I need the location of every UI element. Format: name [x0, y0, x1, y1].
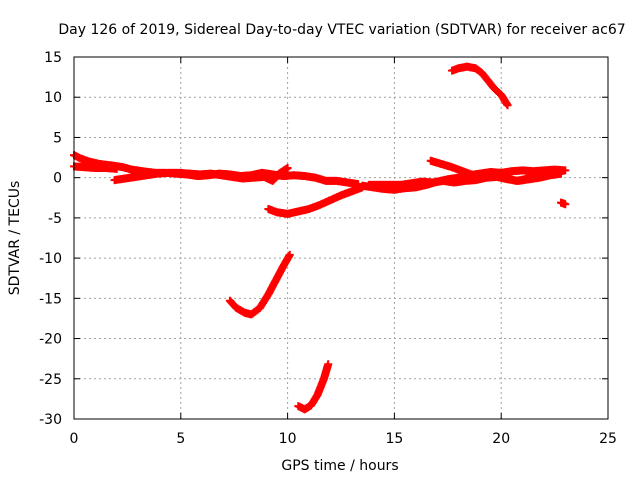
series-dip-arc [264, 183, 367, 218]
x-axis-label: GPS time / hours [281, 458, 398, 474]
series-short-segment [557, 198, 570, 209]
y-tick-label: 0 [53, 171, 62, 187]
data-point [557, 169, 566, 178]
data-point [561, 166, 570, 175]
y-axis-label: SDTVAR / TECUs [7, 181, 23, 296]
data-point [285, 250, 294, 259]
series-main-band-b [70, 162, 121, 173]
y-tick-label: 15 [44, 50, 62, 66]
x-tick-label: 25 [599, 431, 617, 447]
data-point [324, 360, 333, 369]
y-tick-label: -25 [39, 372, 62, 388]
y-tick-label: 10 [44, 90, 62, 106]
y-tick-label: -30 [39, 412, 62, 428]
series-high-arc [448, 62, 512, 110]
x-tick-label: 5 [176, 431, 185, 447]
plot-frame [73, 56, 609, 420]
series-v-arc-15 [225, 250, 294, 319]
y-tick-label: -15 [39, 291, 62, 307]
data-point [561, 200, 570, 209]
y-tick-label: 5 [53, 130, 62, 146]
data-point [503, 101, 512, 110]
x-tick-label: 15 [385, 431, 403, 447]
axis-ticks: 0 5 10 15 20 25 15 10 5 0 -5 -10 -15 -20 -25 -30 [39, 50, 617, 447]
x-tick-label: 0 [70, 431, 79, 447]
series-v-arc-28 [294, 360, 333, 414]
data-series [70, 62, 570, 414]
y-tick-label: -20 [39, 332, 62, 348]
series-arc-upper-left [426, 156, 540, 185]
series-main-band-c [110, 164, 292, 185]
y-tick-label: -10 [39, 251, 62, 267]
x-tick-label: 20 [492, 431, 510, 447]
y-tick-label: -5 [48, 211, 62, 227]
data-point [531, 171, 540, 180]
chart-title: Day 126 of 2019, Sidereal Day-to-day VTE… [58, 22, 625, 38]
data-point [283, 164, 292, 173]
data-point [358, 183, 367, 192]
x-tick-label: 10 [279, 431, 297, 447]
data-point [112, 164, 121, 173]
